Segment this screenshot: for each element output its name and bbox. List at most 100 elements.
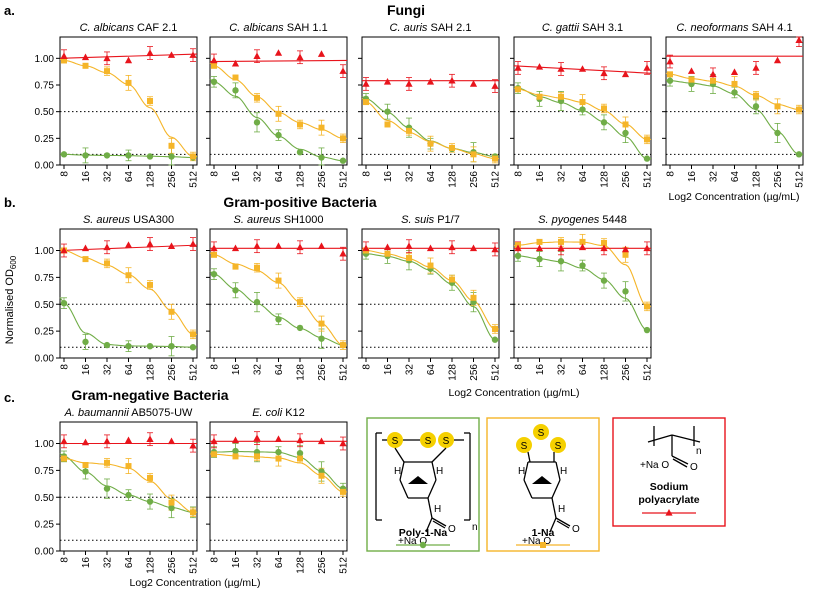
- point-sodium: [600, 69, 608, 77]
- x-tick-label: 8: [60, 557, 71, 563]
- legend-label-poly: Poly-1-Na: [399, 527, 448, 539]
- point-mono: [536, 93, 543, 100]
- mono-anion: O: [541, 536, 552, 547]
- point-poly: [253, 119, 261, 126]
- panel-title: S. aureus USA300: [83, 214, 174, 226]
- point-sodium: [317, 437, 326, 445]
- point-sodium: [231, 59, 240, 67]
- legend-marker-sodium: [665, 509, 673, 516]
- panel-species: C. albicans: [229, 22, 284, 34]
- x-tick-label: 64: [274, 364, 285, 376]
- point-sodium: [426, 78, 435, 85]
- panel-title: E. coli K12: [252, 407, 305, 419]
- poly-sulfur-2-bg: [420, 432, 436, 448]
- panel-4: C. gattii SAH 3.1 8 16 32 64 128 256 512: [510, 22, 654, 188]
- x-tick-label: 64: [124, 364, 135, 376]
- point-sodium: [339, 67, 347, 74]
- point-mono: [168, 308, 175, 315]
- point-mono: [492, 325, 498, 332]
- pa-bond-co: [671, 455, 689, 465]
- x-tick-label: 16: [535, 171, 546, 183]
- point-sodium: [621, 245, 630, 253]
- point-mono: [61, 455, 67, 462]
- y-tick-label: 0.00: [35, 547, 55, 558]
- y-tick-label: 0.50: [35, 300, 55, 311]
- x-tick-label: 8: [514, 171, 525, 177]
- mono-sulfur-top-bg: [533, 424, 549, 440]
- poly-bond-oneg: [425, 517, 433, 533]
- fit-curve-sodium: [209, 59, 348, 63]
- point-sodium: [103, 243, 111, 251]
- panel-strain: USA300: [130, 214, 174, 226]
- x-tick-label: 128: [296, 171, 307, 188]
- point-sodium: [491, 245, 499, 253]
- poly-bond-acid: [427, 497, 433, 519]
- poly-bond: [431, 461, 437, 481]
- point-poly: [82, 338, 89, 346]
- section-title-fungi: Fungi: [387, 2, 425, 18]
- panel-title: S. suis P1/7: [401, 214, 460, 226]
- x-tick-label: 8: [362, 364, 373, 370]
- point-sodium: [103, 437, 111, 445]
- poly-bond-co: [431, 517, 447, 527]
- x-tick-label: 16: [383, 171, 394, 183]
- section-letter-c: c.: [4, 390, 15, 405]
- point-sodium: [146, 435, 154, 442]
- point-mono: [125, 79, 132, 86]
- panel-strain: AB5075-UW: [129, 407, 193, 419]
- y-tick-label: 0.25: [35, 520, 55, 531]
- x-tick-label: 16: [383, 364, 394, 376]
- x-tick-label: 32: [405, 364, 416, 376]
- point-mono: [796, 106, 802, 113]
- panel-species: C. albicans: [80, 22, 135, 34]
- x-tick-label: 32: [405, 171, 416, 183]
- panel-species: C. neoformans: [676, 22, 749, 34]
- point-sodium: [189, 51, 197, 58]
- y-tick-label: 0.75: [35, 81, 55, 92]
- point-mono: [492, 155, 498, 162]
- point-mono: [579, 238, 586, 245]
- point-mono: [211, 62, 217, 69]
- panel-strain: P1/7: [434, 214, 460, 226]
- panel-species: S. aureus: [234, 214, 282, 226]
- mono-bond: [551, 479, 561, 499]
- point-poly: [275, 448, 282, 456]
- panel-species: C. auris: [390, 22, 428, 34]
- x-tick-label: 16: [687, 171, 698, 183]
- point-sodium: [557, 244, 565, 252]
- mono-sulfur-left: S: [521, 441, 528, 452]
- point-mono: [104, 459, 110, 466]
- point-mono: [427, 262, 434, 269]
- point-poly: [146, 342, 154, 350]
- point-poly: [622, 288, 629, 295]
- pa-subscript-n: n: [696, 446, 702, 457]
- section-letter-a: a.: [4, 3, 15, 18]
- point-sodium: [253, 242, 261, 249]
- legend-label-sodium-1: Sodium: [650, 481, 689, 493]
- point-sodium: [296, 53, 304, 61]
- legend-box-poly: [366, 417, 480, 552]
- point-mono: [297, 299, 303, 306]
- point-mono: [622, 121, 629, 128]
- fit-curve-mono: [209, 252, 347, 346]
- mono-sulfur-left-bg: [516, 437, 532, 453]
- point-sodium: [296, 243, 304, 251]
- point-sodium: [514, 64, 522, 71]
- pa-anion: O: [659, 460, 670, 471]
- mono-carbonyl-o: O: [572, 524, 580, 535]
- point-poly: [491, 336, 499, 343]
- point-mono: [147, 474, 153, 481]
- point-mono: [297, 121, 303, 128]
- poly-bond-s1: [394, 447, 405, 463]
- point-mono: [536, 238, 543, 245]
- x-tick-label: 32: [557, 171, 568, 183]
- point-poly: [232, 287, 239, 294]
- point-sodium: [189, 441, 197, 449]
- mono-salt: +Na O: [522, 536, 551, 547]
- panel-9: S. pyogenes 5448 8 16 32 64 128 256 512: [510, 214, 654, 381]
- legend-box-sodium: [612, 417, 726, 527]
- point-poly: [82, 152, 89, 159]
- x-tick-label: 128: [296, 364, 307, 381]
- point-mono: [82, 256, 89, 263]
- point-mono: [363, 99, 369, 106]
